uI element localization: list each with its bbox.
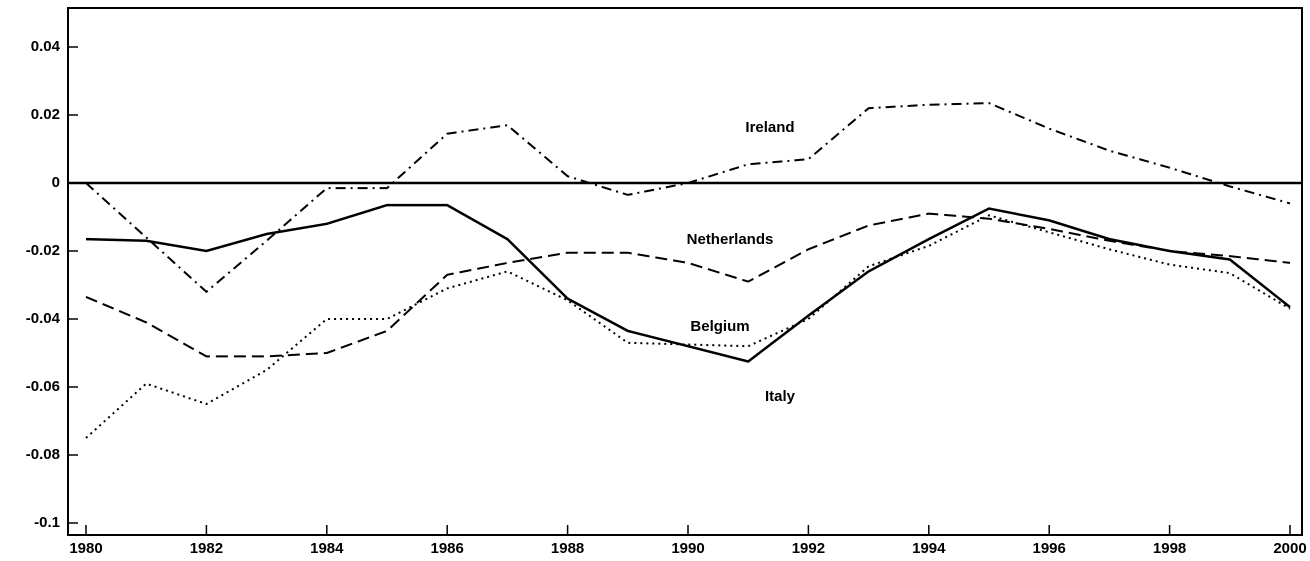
x-tick-label: 1998	[1153, 540, 1186, 557]
y-tick-label: 0.02	[31, 106, 60, 123]
y-tick-label: -0.08	[26, 446, 60, 463]
plot-frame	[67, 7, 1303, 536]
y-tick-label: -0.04	[26, 310, 61, 327]
x-tick-label: 1994	[912, 540, 946, 557]
series-line	[85, 102, 1291, 294]
y-tick-label: -0.06	[26, 378, 60, 395]
series-line	[85, 203, 1291, 363]
series-line	[85, 212, 1291, 358]
y-tick-label: 0	[52, 174, 60, 191]
x-tick-label: 1996	[1033, 540, 1066, 557]
x-tick-label: 1980	[69, 540, 102, 557]
x-tick-label: 1982	[190, 540, 223, 557]
series-line	[85, 214, 1291, 439]
x-tick-label: 1990	[671, 540, 704, 557]
x-tick-label: 2000	[1273, 540, 1306, 557]
y-tick-label: -0.1	[34, 514, 60, 531]
series-label: Netherlands	[687, 231, 774, 248]
series-label: Ireland	[745, 119, 794, 136]
series-label: Belgium	[690, 318, 749, 335]
x-tick-label: 1988	[551, 540, 584, 557]
y-tick-label: -0.02	[26, 242, 60, 259]
x-tick-label: 1986	[431, 540, 464, 557]
y-tick-label: 0.04	[31, 38, 61, 55]
x-tick-label: 1984	[310, 540, 344, 557]
x-tick-label: 1992	[792, 540, 825, 557]
series-label: Italy	[765, 388, 796, 405]
